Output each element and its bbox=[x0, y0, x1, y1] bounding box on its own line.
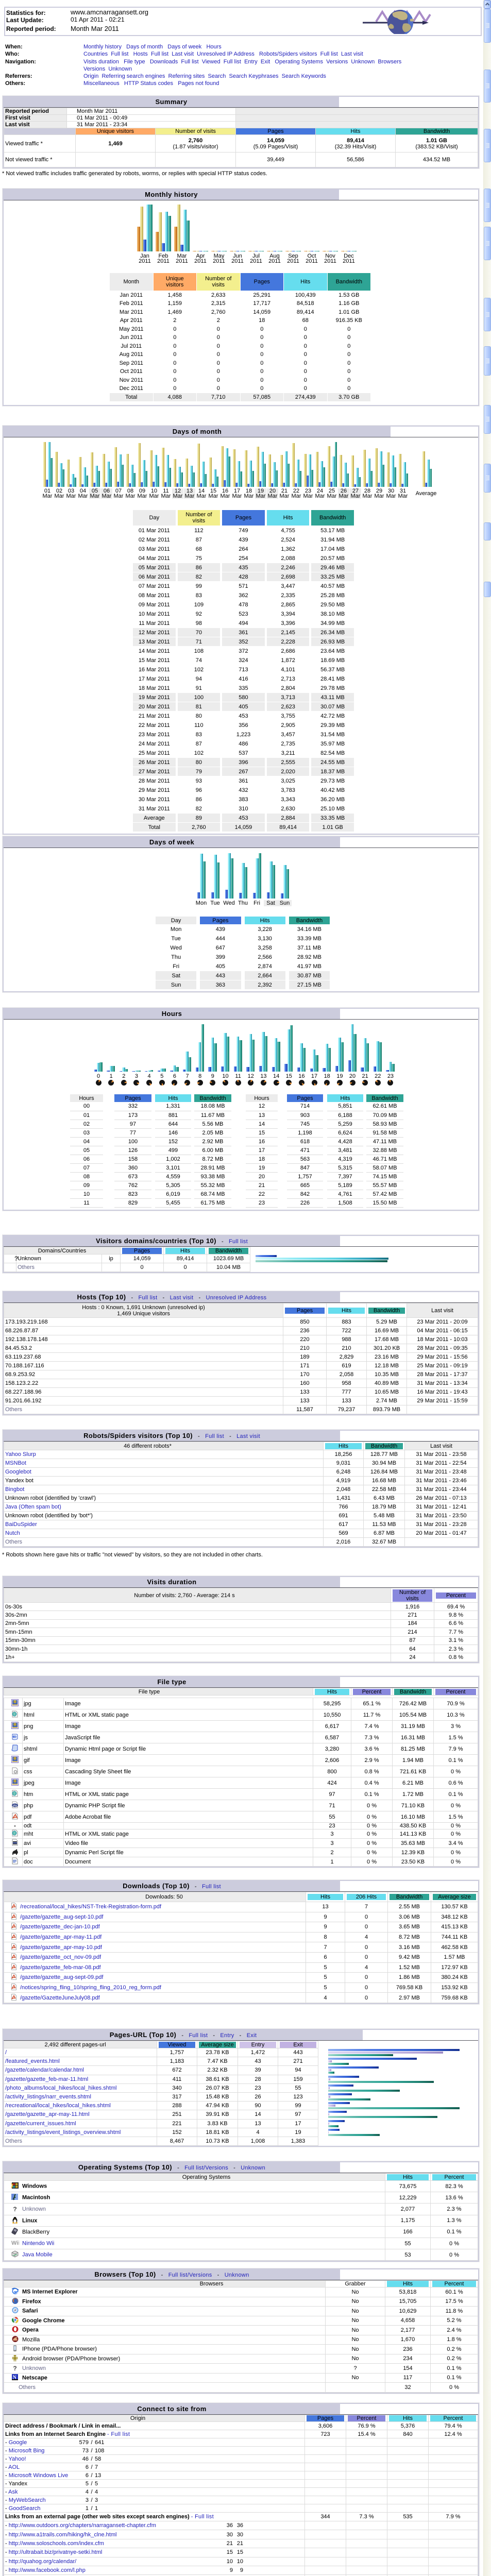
svg-text:Wii: Wii bbox=[11, 2240, 19, 2246]
svg-text:N: N bbox=[13, 2375, 17, 2380]
svg-text:php: php bbox=[13, 1804, 18, 1807]
